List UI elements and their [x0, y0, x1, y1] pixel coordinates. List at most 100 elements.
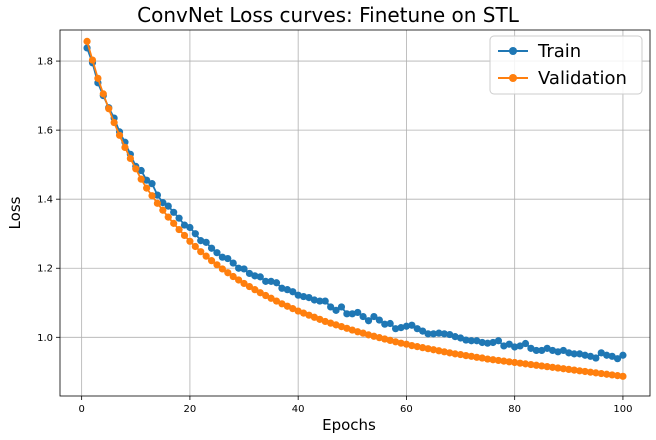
data-point-train: [597, 349, 605, 357]
data-point-train: [197, 237, 205, 245]
data-point-train: [521, 339, 530, 348]
y-tick-label: 1.4: [37, 195, 53, 206]
data-point-train: [359, 312, 367, 321]
x-ticks: 0 20 40 60 80 100: [78, 396, 632, 415]
data-point-validation: [105, 105, 113, 113]
data-point-train: [516, 342, 524, 350]
data-point-validation: [429, 346, 438, 354]
data-point-train: [213, 249, 221, 257]
data-point-train: [240, 265, 248, 273]
data-point-train: [251, 272, 259, 280]
data-point-train: [527, 344, 535, 352]
data-point-validation: [245, 282, 254, 291]
data-point-validation: [489, 356, 497, 364]
data-point-train: [467, 337, 475, 345]
x-axis-label: Epochs: [322, 416, 376, 434]
data-point-validation: [408, 341, 416, 350]
data-point-train: [310, 296, 318, 304]
data-point-validation: [272, 297, 281, 305]
data-point-train: [262, 277, 270, 285]
data-point-validation: [619, 372, 627, 380]
data-point-validation: [359, 329, 367, 337]
data-point-validation: [126, 154, 134, 163]
data-point-validation: [603, 370, 611, 378]
data-point-validation: [559, 365, 567, 373]
legend-marker-train: [509, 47, 517, 55]
series-train: [83, 44, 627, 363]
data-point-validation: [543, 363, 551, 371]
data-point-validation: [354, 328, 362, 336]
data-point-validation: [321, 317, 329, 326]
data-point-train: [186, 223, 194, 232]
data-point-validation: [494, 356, 503, 365]
data-point-validation: [592, 369, 600, 377]
data-point-validation: [224, 269, 232, 277]
data-point-validation: [110, 118, 118, 127]
data-point-train: [397, 324, 405, 332]
data-point-train: [153, 191, 162, 199]
data-point-train: [554, 348, 562, 356]
data-point-train: [332, 306, 340, 314]
series-group: [83, 37, 627, 380]
data-point-validation: [175, 225, 183, 234]
data-point-validation: [484, 355, 492, 363]
data-point-validation: [419, 344, 427, 352]
data-point-validation: [500, 357, 508, 365]
data-point-validation: [88, 56, 97, 64]
data-point-validation: [132, 165, 140, 173]
y-tick-label: 1.6: [37, 126, 53, 137]
data-point-validation: [327, 319, 335, 327]
data-point-validation: [440, 348, 448, 356]
data-point-validation: [375, 334, 383, 342]
data-point-train: [321, 297, 329, 305]
x-tick-label: 80: [508, 404, 521, 415]
data-point-validation: [153, 199, 162, 207]
data-point-train: [505, 340, 513, 348]
data-point-validation: [424, 345, 432, 353]
data-point-validation: [186, 237, 194, 245]
data-point-train: [170, 208, 178, 216]
series-validation: [83, 37, 627, 380]
data-point-validation: [94, 74, 102, 82]
data-point-validation: [392, 338, 400, 346]
data-point-train: [440, 330, 448, 338]
data-point-train: [180, 221, 189, 229]
data-point-train: [364, 317, 373, 325]
data-point-train: [375, 316, 383, 324]
data-point-validation: [446, 349, 454, 357]
data-point-train: [570, 350, 578, 358]
data-point-validation: [159, 206, 167, 214]
data-point-validation: [381, 335, 389, 343]
data-point-train: [191, 230, 199, 238]
data-point-train: [419, 327, 427, 335]
legend-label-train: Train: [537, 41, 581, 62]
data-point-train: [478, 338, 486, 347]
data-point-train: [408, 321, 416, 329]
data-point-validation: [83, 37, 91, 45]
data-point-validation: [565, 365, 573, 374]
data-point-train: [429, 330, 438, 338]
data-point-validation: [451, 350, 459, 358]
data-point-validation: [364, 331, 373, 339]
data-point-validation: [305, 311, 313, 319]
data-point-validation: [576, 367, 584, 375]
data-point-train: [603, 351, 611, 359]
data-point-train: [619, 351, 627, 359]
data-point-train: [489, 338, 497, 347]
data-point-validation: [613, 372, 622, 380]
data-point-validation: [213, 261, 221, 269]
data-point-validation: [262, 291, 270, 300]
data-point-validation: [202, 252, 210, 260]
x-tick-label: 0: [78, 404, 84, 415]
data-point-validation: [267, 294, 275, 302]
data-point-validation: [548, 363, 557, 371]
data-point-train: [511, 343, 519, 351]
data-point-validation: [289, 305, 297, 313]
data-point-validation: [164, 213, 172, 221]
data-point-train: [435, 329, 443, 337]
data-point-train: [272, 279, 281, 287]
data-point-train: [175, 214, 183, 222]
data-point-validation: [532, 361, 540, 369]
data-point-train: [456, 334, 465, 342]
data-point-train: [592, 354, 600, 362]
